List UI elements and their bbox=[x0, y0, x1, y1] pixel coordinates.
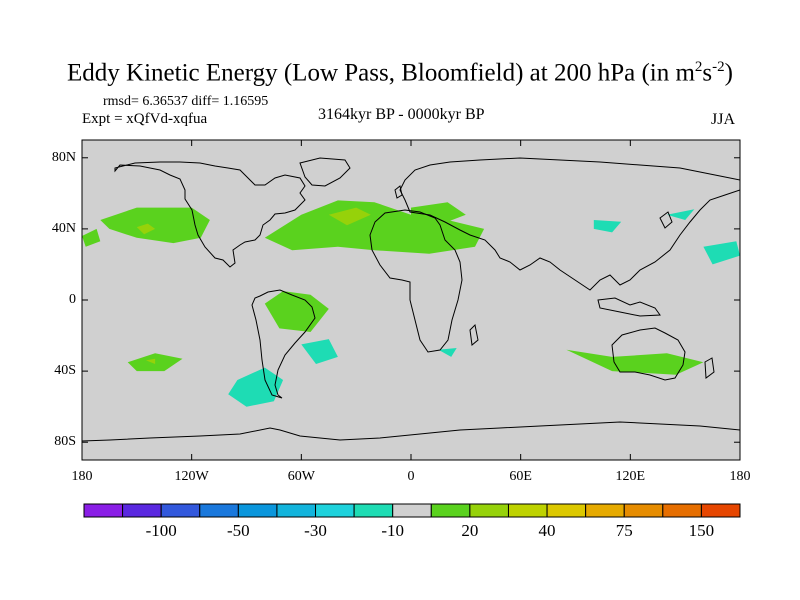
lon-label: 180 bbox=[729, 469, 751, 484]
lat-label: 80S bbox=[54, 434, 76, 450]
colorbar-swatch bbox=[507, 503, 548, 518]
region-pacific-west-green bbox=[82, 228, 101, 247]
region-pacific-north-core bbox=[136, 223, 156, 235]
lat-label: 0 bbox=[69, 292, 76, 307]
region-asia-cyan bbox=[593, 220, 622, 233]
colorbar-swatch bbox=[700, 503, 741, 518]
colorbar-swatch bbox=[83, 503, 124, 518]
colorbar-label: 75 bbox=[615, 521, 633, 540]
colorbar-swatch bbox=[430, 503, 471, 518]
region-atlantic-north-core bbox=[328, 207, 371, 226]
anomaly-regions bbox=[82, 200, 740, 407]
coast-africa bbox=[369, 209, 463, 353]
region-south-pacific-cyan bbox=[228, 367, 284, 407]
region-south-atlantic-cyan bbox=[301, 339, 338, 364]
coast-antarctica bbox=[82, 421, 740, 442]
colorbar-label: -100 bbox=[145, 521, 177, 540]
colorbar-swatch bbox=[546, 503, 587, 518]
region-pacific-west-cyan bbox=[703, 241, 740, 265]
colorbar-swatch bbox=[353, 503, 394, 518]
coast-north-america bbox=[114, 161, 306, 268]
colorbar-label: -30 bbox=[304, 521, 327, 540]
colorbar-swatch bbox=[585, 503, 625, 518]
lon-label: 0 bbox=[407, 469, 415, 484]
axis-ticks bbox=[81, 140, 741, 460]
colorbar-label: -10 bbox=[381, 521, 405, 540]
lat-label: 80N bbox=[51, 149, 76, 165]
region-pacific-south-core bbox=[146, 358, 156, 364]
colorbar-swatch bbox=[160, 503, 201, 518]
coast-australia bbox=[611, 327, 686, 381]
region-north-pacific-cyan bbox=[666, 209, 695, 220]
rmsd-text: rmsd= 6.36537 diff= 1.16595 bbox=[103, 94, 269, 109]
coastlines bbox=[82, 157, 740, 442]
plot-title: Eddy Kinetic Energy (Low Pass, Bloomfiel… bbox=[67, 59, 733, 87]
lon-label: 60W bbox=[287, 469, 315, 484]
coast-indonesia bbox=[597, 297, 661, 317]
coast-eurasia bbox=[399, 157, 740, 291]
lon-label: 120E bbox=[615, 469, 646, 484]
region-australia-green bbox=[566, 349, 704, 375]
lon-label: 180 bbox=[71, 469, 93, 484]
season-label: JJA bbox=[711, 111, 736, 128]
colorbar-swatch bbox=[237, 503, 278, 518]
colorbar-label: 20 bbox=[461, 521, 479, 540]
colorbar-swatch bbox=[199, 503, 239, 518]
map-background bbox=[82, 140, 740, 460]
coast-south-america bbox=[251, 289, 316, 399]
colorbar-swatch bbox=[276, 503, 317, 518]
colorbar-swatch bbox=[662, 503, 702, 518]
colorbar-label: 40 bbox=[538, 521, 556, 540]
coast-greenland bbox=[299, 157, 351, 187]
experiment-label: Expt = xQfVd-xqfua bbox=[82, 111, 208, 127]
colorbar-label: 150 bbox=[688, 521, 715, 540]
region-africa-south-cyan bbox=[438, 348, 457, 357]
coast-new-zealand bbox=[704, 357, 715, 379]
coast-japan bbox=[659, 211, 673, 229]
colorbar bbox=[83, 503, 741, 518]
colorbar-swatch bbox=[315, 503, 355, 518]
colorbar-swatch bbox=[623, 503, 664, 518]
region-pacific-north-green bbox=[100, 207, 210, 244]
lon-label: 60E bbox=[509, 469, 532, 484]
colorbar-swatch bbox=[122, 503, 162, 518]
period-label: 3164kyr BP - 0000kyr BP bbox=[318, 106, 485, 123]
lat-label: 40N bbox=[51, 220, 76, 236]
colorbar-swatch bbox=[469, 503, 509, 518]
lon-label: 120W bbox=[174, 469, 209, 484]
coast-madagascar bbox=[469, 323, 479, 346]
region-atlantic-north-green bbox=[264, 200, 485, 254]
region-europe-green bbox=[411, 202, 466, 226]
colorbar-swatch bbox=[392, 503, 432, 518]
colorbar-label: -50 bbox=[227, 521, 250, 540]
coast-uk bbox=[394, 185, 403, 199]
lat-label: 40S bbox=[54, 363, 76, 379]
